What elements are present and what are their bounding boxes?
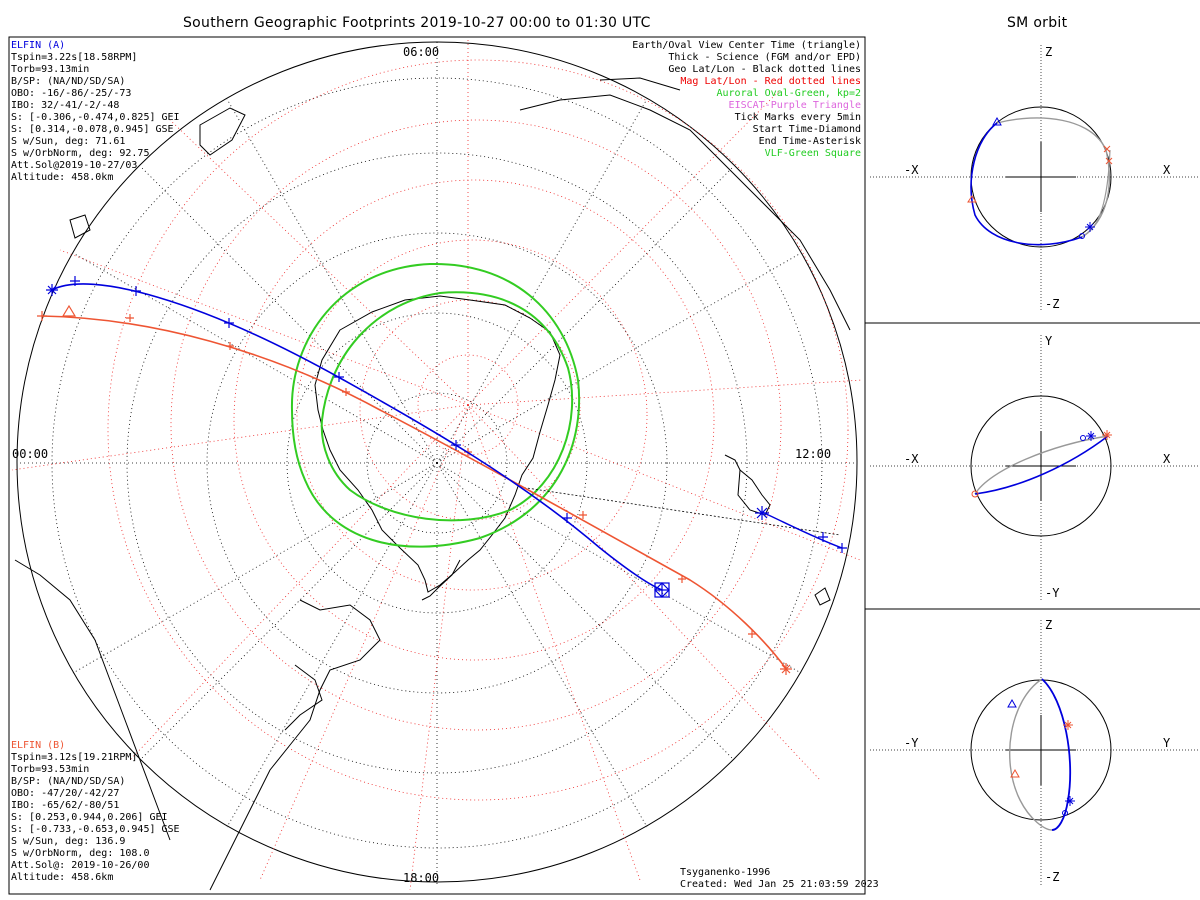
auroral-oval bbox=[290, 262, 581, 548]
orbit-axis-right-label: X bbox=[1163, 163, 1171, 177]
legend-item: Tick Marks every 5min bbox=[734, 112, 861, 123]
elfin-b-name: ELFIN (B) bbox=[11, 740, 66, 751]
orbit-axis-right-label: Y bbox=[1163, 736, 1171, 750]
elfin-a-param-line: S: [-0.306,-0.474,0.825] GEI bbox=[11, 112, 180, 123]
elfin-b-param-line: Torb=93.53min bbox=[11, 764, 90, 775]
elfin-b-info: ELFIN (B) Tspin=3.12s[19.21RPM] Torb=93.5… bbox=[11, 740, 180, 884]
legend-item: End Time-Asterisk bbox=[758, 136, 861, 147]
elfin-a-param-line: S w/Sun, deg: 71.61 bbox=[11, 136, 126, 147]
legend-item: Start Time-Diamond bbox=[752, 124, 861, 135]
legend-item: Earth/Oval View Center Time (triangle) bbox=[632, 40, 861, 51]
orbit-axis-bottom-label: -Y bbox=[1045, 586, 1060, 600]
elfin-b-param-line: S w/OrbNorm, deg: 108.0 bbox=[11, 848, 150, 859]
elfin-a-param-line: IBO: 32/-41/-2/-48 bbox=[11, 100, 120, 111]
legend-item: Thick - Science (FGM and/or EPD) bbox=[668, 52, 861, 63]
elfin-b-param-line: S: [0.253,0.944,0.206] GEI bbox=[11, 812, 168, 823]
orbit-axis-top-label: Z bbox=[1045, 45, 1053, 59]
legend-item: EISCAT-Purple Triangle bbox=[728, 100, 861, 111]
elfin-b-param-line: S w/Sun, deg: 136.9 bbox=[11, 836, 126, 847]
elfin-b-param-line: OBO: -47/20/-42/27 bbox=[11, 788, 120, 799]
elfin-b-parameters: Tspin=3.12s[19.21RPM] Torb=93.53min B/SP: … bbox=[11, 752, 180, 884]
geo-grid bbox=[17, 42, 857, 884]
elfin-a-param-line: Torb=93.13min bbox=[11, 64, 90, 75]
elfin-a-param-line: OBO: -16/-86/-25/-73 bbox=[11, 88, 132, 99]
elfin-b-param-line: IBO: -65/62/-80/51 bbox=[11, 800, 120, 811]
elfin-a-param-line: B/SP: (NA/ND/SD/SA) bbox=[11, 76, 126, 87]
coastlines bbox=[14, 77, 851, 891]
elfin-b-param-line: Att.Sol@: 2019-10-26/00 bbox=[11, 860, 150, 871]
orbit-panel-title: SM orbit bbox=[1007, 15, 1068, 31]
elfin-a-param-line: S w/OrbNorm, deg: 92.75 bbox=[11, 148, 150, 159]
view-center-line bbox=[519, 486, 841, 536]
page-title: Southern Geographic Footprints 2019-10-2… bbox=[183, 15, 651, 31]
elfin-a-param-line: Altitude: 458.0km bbox=[11, 172, 114, 183]
map-frame bbox=[8, 36, 866, 895]
orbit-axis-top-label: Y bbox=[1045, 334, 1053, 348]
elfin-a-parameters: Tspin=3.22s[18.58RPM] Torb=93.13min B/SP: … bbox=[11, 52, 180, 184]
orbit-axis-left-label: -Y bbox=[904, 736, 919, 750]
legend-item: Auroral Oval-Green, kp=2 bbox=[716, 88, 862, 99]
footer-model: Tsyganenko-1996 bbox=[680, 867, 771, 878]
orbit-axis-right-label: X bbox=[1163, 452, 1171, 466]
legend-item: VLF-Green Square bbox=[764, 148, 861, 159]
footer-created: Created: Wed Jan 25 21:03:59 2023 bbox=[680, 879, 879, 890]
orbit-axis-bottom-label: -Z bbox=[1045, 870, 1060, 884]
legend: Earth/Oval View Center Time (triangle) Th… bbox=[632, 40, 861, 160]
mlt-label-right: 12:00 bbox=[795, 447, 832, 461]
elfin-a-name: ELFIN (A) bbox=[11, 40, 66, 51]
legend-item: Geo Lat/Lon - Black dotted lines bbox=[668, 64, 861, 75]
orbit-axis-left-label: -X bbox=[904, 452, 919, 466]
elfin-b-param-line: S: [-0.733,-0.653,0.945] GSE bbox=[11, 824, 180, 835]
orbit-axis-left-label: -X bbox=[904, 163, 919, 177]
elfin-a-param-line: Att.Sol@2019-10-27/03 bbox=[11, 160, 138, 171]
elfin-b-param-line: B/SP: (NA/ND/SD/SA) bbox=[11, 776, 126, 787]
elfin-b-param-line: Altitude: 458.6km bbox=[11, 872, 114, 883]
mlt-label-left: 00:00 bbox=[12, 447, 49, 461]
elfin-b-track bbox=[37, 304, 792, 675]
legend-item: Mag Lat/Lon - Red dotted lines bbox=[680, 76, 861, 87]
mlt-label-bottom: 18:00 bbox=[403, 871, 440, 885]
elfin-b-param-line: Tspin=3.12s[19.21RPM] bbox=[11, 752, 138, 763]
elfin-a-track bbox=[46, 276, 847, 598]
orbit-axis-top-label: Z bbox=[1045, 618, 1053, 632]
elfin-a-info: ELFIN (A) Tspin=3.22s[18.58RPM] Torb=93.1… bbox=[11, 40, 180, 184]
orbit-axis-bottom-label: -Z bbox=[1045, 297, 1060, 311]
elfin-a-param-line: Tspin=3.22s[18.58RPM] bbox=[11, 52, 138, 63]
elfin-a-param-line: S: [0.314,-0.078,0.945] GSE bbox=[11, 124, 174, 135]
mlt-label-top: 06:00 bbox=[403, 45, 440, 59]
